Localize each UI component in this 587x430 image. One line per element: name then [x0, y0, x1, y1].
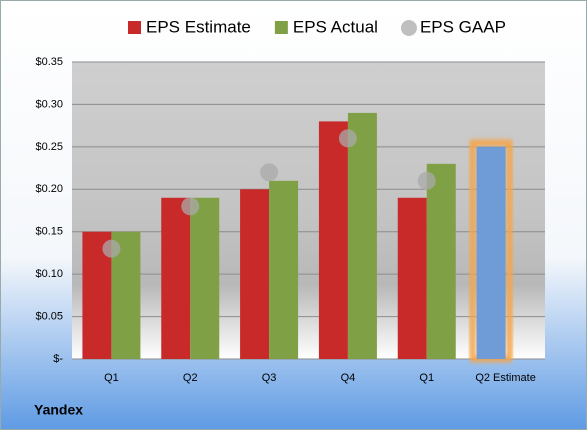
x-tick-label: Q2 [183, 372, 198, 384]
legend-marker [128, 21, 141, 34]
gaap-marker [181, 197, 200, 216]
bar [397, 197, 427, 359]
x-tick-label: Q1 [104, 372, 119, 384]
chart-title: Yandex [34, 402, 83, 418]
bar [318, 121, 348, 360]
bar [476, 146, 506, 359]
plot-area [72, 62, 545, 359]
y-tick-label: $0.05 [35, 310, 63, 322]
x-tick-label: Q4 [341, 372, 356, 384]
x-tick-label: Q3 [262, 372, 277, 384]
y-tick-label: $0.15 [35, 226, 63, 238]
gaap-marker [417, 171, 436, 190]
x-tick-label: Q2 Estimate [475, 372, 536, 384]
legend-label: EPS GAAP [420, 17, 506, 36]
y-tick-label: $0.20 [35, 183, 63, 195]
legend-marker [400, 20, 417, 36]
y-tick-label: $- [53, 353, 63, 365]
gaap-marker [260, 163, 279, 182]
bar [269, 180, 299, 359]
bar [426, 163, 456, 359]
y-tick-label: $0.30 [35, 98, 63, 110]
bar [240, 189, 270, 359]
legend-label: EPS Actual [293, 17, 378, 36]
bar [190, 197, 220, 359]
y-tick-label: $0.35 [35, 56, 63, 68]
x-tick-label: Q1 [419, 372, 434, 384]
y-tick-label: $0.25 [35, 141, 63, 153]
legend-label: EPS Estimate [146, 17, 251, 36]
bar [161, 197, 191, 359]
gaap-marker [102, 239, 121, 258]
gaap-marker [338, 129, 357, 148]
legend-marker [274, 21, 288, 34]
y-tick-label: $0.10 [35, 268, 63, 280]
bar [347, 112, 377, 360]
